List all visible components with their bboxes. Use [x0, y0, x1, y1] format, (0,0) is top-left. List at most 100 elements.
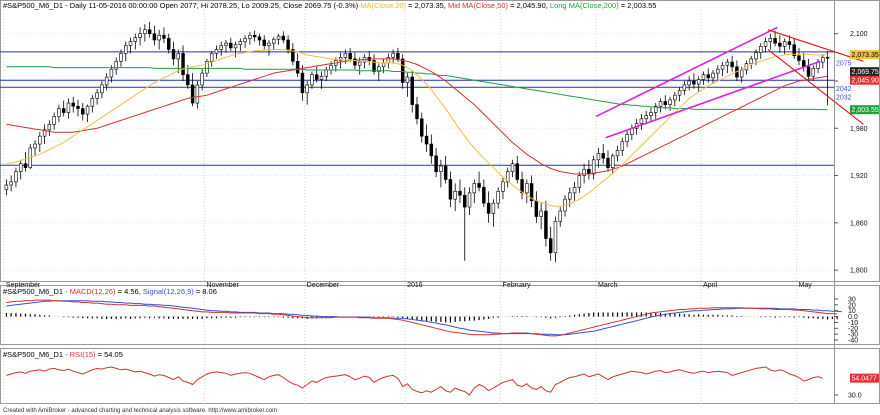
- moving-averages: [6, 49, 828, 207]
- candle-body: [491, 202, 496, 214]
- candle-body: [276, 35, 281, 40]
- candle-body: [391, 53, 395, 58]
- ma50-line: [6, 58, 828, 175]
- candle-body: [295, 60, 300, 74]
- price-tick-label: 1,800: [850, 268, 868, 275]
- candle-body: [171, 49, 176, 60]
- candle-body: [272, 38, 276, 44]
- rsi-tag-text: 54.0477: [852, 376, 877, 383]
- candle-body: [224, 42, 228, 46]
- candle-body: [639, 118, 644, 124]
- ma200-line: [6, 66, 828, 111]
- candle-body: [625, 134, 629, 142]
- candle-body: [267, 42, 271, 46]
- candle-body: [195, 84, 200, 104]
- price-tag-text: 2,069.75: [852, 69, 879, 76]
- candle-body: [47, 124, 52, 131]
- header-ma200-value: = 2,003.55: [619, 1, 657, 10]
- candle-body: [716, 68, 720, 74]
- candle-body: [190, 84, 195, 104]
- candle-body: [400, 58, 405, 83]
- candle-body: [133, 37, 138, 42]
- rsi-header-value: = 54.05: [96, 350, 123, 359]
- candle-body: [119, 53, 123, 62]
- candle-body: [730, 61, 734, 68]
- macd-tick-label: 30: [848, 296, 856, 303]
- x-tick-label-2016: 2016: [407, 282, 423, 289]
- candle-body: [486, 202, 491, 214]
- macd-tick-label: 10: [848, 308, 856, 315]
- candle-body: [353, 58, 357, 66]
- candle-body: [525, 183, 529, 194]
- candle-body: [821, 57, 825, 63]
- candle-body: [792, 44, 796, 57]
- candle-body: [515, 163, 519, 180]
- candle-body: [477, 183, 481, 188]
- signal-line: [6, 300, 842, 336]
- candle-body: [811, 68, 816, 77]
- candle-body: [95, 92, 99, 99]
- candle-body: [281, 35, 286, 41]
- price-series: [4, 21, 830, 263]
- price-tag-box: [850, 105, 879, 115]
- candle-body: [90, 98, 95, 107]
- candle-body: [673, 94, 677, 101]
- candle-body: [420, 118, 424, 137]
- candle-body: [410, 76, 414, 105]
- descending-channel-line: [767, 48, 864, 125]
- candle-body: [138, 33, 142, 38]
- candle-body: [372, 60, 376, 72]
- macd-header-symbol: #S&P500_M6_D1: [3, 287, 63, 296]
- candle-body: [687, 80, 691, 86]
- rsi-header: #S&P500_M6_D1 - RSI(15) = 54.05: [3, 350, 123, 359]
- candle-body: [386, 57, 391, 64]
- candle-body: [415, 104, 419, 120]
- candle-body: [797, 55, 801, 61]
- candle-body: [52, 116, 56, 125]
- candle-body: [778, 42, 782, 47]
- footer-credit: Created with AmiBroker - advanced charti…: [3, 408, 277, 414]
- header-ma200-label: Long MA(Close,200): [550, 1, 619, 10]
- candle-body: [463, 194, 467, 208]
- candle-body: [66, 102, 71, 113]
- candle-body: [701, 74, 706, 80]
- header-ma20-value: = 2,073.35,: [406, 1, 448, 10]
- price-tag-box: [850, 75, 879, 85]
- candle-body: [668, 99, 672, 105]
- candle-body: [706, 74, 710, 79]
- header-ma20-label: MA(Close,20): [360, 1, 406, 10]
- candle-body: [252, 34, 257, 38]
- candle-body: [720, 64, 725, 70]
- candle-body: [620, 141, 625, 151]
- candle-body: [338, 57, 343, 61]
- candle-body: [773, 38, 777, 44]
- candle-body: [472, 183, 477, 194]
- macd-tick-label: -10: [848, 320, 858, 327]
- rsi-header-label: - RSI(15): [63, 350, 96, 359]
- candle-body: [262, 39, 266, 46]
- candle-body: [315, 74, 319, 80]
- candle-body: [825, 57, 830, 59]
- x-tick-label-november: November: [207, 282, 240, 289]
- candle-body: [14, 171, 18, 183]
- candle-body: [534, 200, 539, 217]
- price-tick-label: 1,860: [850, 220, 868, 227]
- candle-body: [357, 61, 362, 66]
- candle-body: [157, 34, 161, 41]
- candle-body: [233, 44, 238, 49]
- macd-line: [6, 299, 838, 337]
- candle-body: [568, 192, 572, 200]
- macd-header: #S&P500_M6_D1 - MACD(12,26) = 4.56, Sign…: [3, 287, 217, 296]
- price-tag-text: 2,003.55: [852, 107, 879, 114]
- rsi-line: [6, 366, 823, 396]
- candle-body: [663, 101, 668, 105]
- candle-body: [405, 76, 410, 83]
- ascending-channel-line: [605, 60, 821, 139]
- candle-body: [76, 105, 80, 109]
- candle-body: [200, 72, 204, 86]
- signal-header-value: = 8.06: [194, 287, 217, 296]
- horizontal-levels: [0, 51, 834, 166]
- candle-body: [305, 84, 309, 94]
- candle-body: [649, 112, 653, 116]
- candle-body: [424, 135, 429, 145]
